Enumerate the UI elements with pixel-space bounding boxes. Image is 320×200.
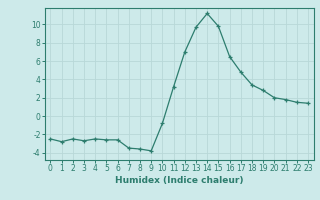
X-axis label: Humidex (Indice chaleur): Humidex (Indice chaleur) <box>115 176 244 185</box>
